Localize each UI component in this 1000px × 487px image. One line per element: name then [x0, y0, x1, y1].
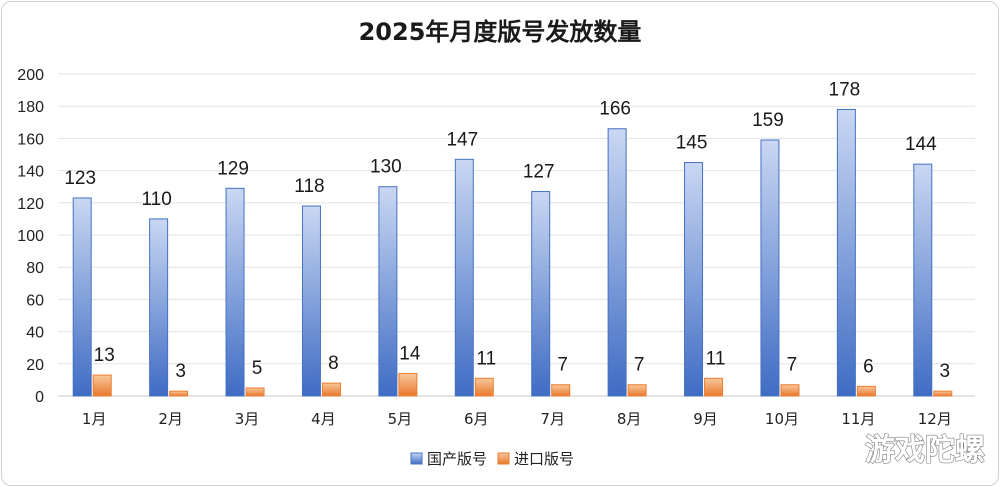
- x-tick-label: 12月: [918, 410, 952, 428]
- y-tick-label: 160: [17, 131, 44, 148]
- bar-imported: [551, 384, 571, 397]
- y-tick-label: 40: [26, 325, 44, 342]
- bar-domestic: [149, 218, 169, 397]
- x-tick-label: 7月: [540, 410, 565, 428]
- bar-domestic: [531, 191, 551, 397]
- bar-domestic: [225, 187, 245, 397]
- data-label-domestic: 145: [676, 133, 708, 154]
- bar-imported: [933, 390, 953, 397]
- data-label-domestic: 123: [64, 168, 96, 189]
- x-tick-label: 5月: [388, 410, 413, 428]
- x-tick-label: 2月: [158, 410, 183, 428]
- bar-imported: [321, 382, 341, 397]
- y-tick-label: 0: [35, 389, 44, 406]
- y-tick-label: 100: [17, 228, 44, 245]
- data-label-imported: 5: [252, 358, 263, 379]
- y-tick-label: 180: [17, 99, 44, 116]
- bar-domestic: [836, 108, 856, 397]
- data-label-domestic: 166: [599, 99, 631, 120]
- y-tick-label: 140: [17, 164, 44, 181]
- bar-domestic: [454, 158, 474, 397]
- data-label-domestic: 118: [294, 176, 324, 197]
- grid-lines: [58, 73, 975, 397]
- data-label-domestic: 127: [523, 162, 555, 183]
- bar-imported: [398, 372, 418, 397]
- x-tick-label: 1月: [82, 410, 107, 428]
- data-label-imported: 7: [557, 355, 568, 376]
- x-tick-label: 4月: [311, 410, 336, 428]
- bar-imported: [856, 385, 876, 397]
- x-tick-label: 11月: [841, 410, 875, 428]
- watermark: 游戏陀螺: [865, 433, 985, 468]
- data-label-imported: 3: [175, 361, 186, 382]
- data-label-domestic: 129: [217, 158, 249, 179]
- bar-imported: [245, 387, 265, 397]
- bar-domestic: [760, 139, 780, 397]
- bar-imported: [169, 390, 189, 397]
- data-label-imported: 6: [863, 356, 874, 377]
- data-label-imported: 11: [706, 348, 726, 369]
- data-label-imported: 11: [476, 348, 496, 369]
- data-label-domestic: 144: [905, 134, 937, 155]
- data-label-domestic: 147: [446, 129, 478, 150]
- data-label-imported: 8: [328, 353, 339, 374]
- data-label-imported: 7: [787, 355, 798, 376]
- y-tick-label: 80: [26, 260, 44, 277]
- y-axis-ticks: 0 20 40 60 80 100 120 140 160 180 200: [17, 67, 44, 406]
- bar-domestic: [684, 162, 704, 397]
- y-tick-label: 200: [17, 67, 44, 84]
- x-tick-label: 6月: [464, 410, 489, 428]
- data-label-imported: 7: [634, 355, 645, 376]
- bar-imported: [474, 377, 494, 397]
- y-tick-label: 60: [26, 292, 44, 309]
- x-tick-label: 10月: [765, 410, 799, 428]
- bar-domestic: [378, 186, 398, 397]
- x-tick-label: 3月: [235, 410, 260, 428]
- legend-swatch-imported: [497, 452, 510, 465]
- data-label-domestic: 159: [752, 110, 784, 131]
- data-label-domestic: 178: [829, 79, 861, 100]
- bars: [72, 108, 953, 397]
- legend: 国产版号 进口版号: [410, 450, 574, 468]
- legend-label-imported: 进口版号: [514, 450, 574, 468]
- legend-swatch-domestic: [410, 452, 423, 465]
- bar-domestic: [607, 128, 627, 397]
- y-tick-label: 120: [17, 196, 44, 213]
- y-tick-label: 20: [26, 357, 44, 374]
- bar-imported: [780, 384, 800, 397]
- bar-imported: [704, 377, 724, 397]
- x-tick-label: 8月: [617, 410, 642, 428]
- bar-imported: [627, 384, 647, 397]
- bar-domestic: [913, 163, 933, 397]
- x-axis-ticks: 1月 2月 3月 4月 5月 6月 7月 8月 9月 10月 11月 12月: [82, 410, 952, 428]
- data-label-domestic: 130: [370, 157, 402, 178]
- bar-domestic: [72, 197, 92, 397]
- data-label-imported: 14: [399, 343, 421, 364]
- chart-title: 2025年月度版号发放数量: [359, 18, 642, 46]
- bar-domestic: [301, 205, 321, 397]
- bar-imported: [92, 374, 112, 397]
- data-label-imported: 13: [94, 345, 115, 366]
- data-label-imported: 3: [940, 361, 951, 382]
- legend-label-domestic: 国产版号: [427, 450, 487, 468]
- x-tick-label: 9月: [693, 410, 718, 428]
- data-label-domestic: 110: [141, 189, 171, 210]
- data-labels: 123 13 110 3 129 5 118 8 130 14 147 11 127 7 166 7 145 11…: [64, 79, 950, 382]
